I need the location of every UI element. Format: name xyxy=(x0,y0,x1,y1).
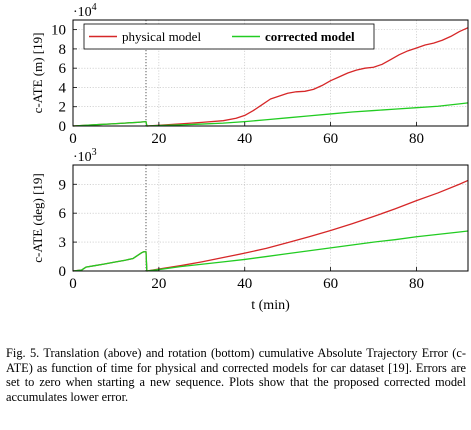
x-tick-label: 80 xyxy=(409,276,424,292)
legend-label-corrected: corrected model xyxy=(265,29,355,44)
y-tick-label: 3 xyxy=(59,235,67,251)
x-tick-label: 60 xyxy=(323,276,338,292)
y-tick-label: 4 xyxy=(59,80,67,96)
series-bottom xyxy=(72,179,469,272)
y-tick-label: 6 xyxy=(59,206,67,222)
x-tick-label: 40 xyxy=(237,131,252,147)
scale-base-bottom: ·10 xyxy=(73,150,92,165)
scale-base-top: ·10 xyxy=(73,5,92,20)
figure-caption: Fig. 5. Translation (above) and rotation… xyxy=(6,346,466,404)
series-line-physical xyxy=(72,179,469,272)
x-tick-label: 80 xyxy=(409,131,424,147)
y-tick-label: 2 xyxy=(59,100,67,116)
plot-frame-top xyxy=(72,19,469,127)
scale-exponent-bottom: 3 xyxy=(92,147,97,158)
legend-box xyxy=(83,23,375,50)
series-top xyxy=(72,27,469,127)
legend-label-physical: physical model xyxy=(122,29,201,44)
scale-factor-bottom: ·103 xyxy=(73,147,97,165)
y-tick-label: 8 xyxy=(59,42,67,58)
ticks-bottom: 0 20 40 60 80 0 3 6 9 xyxy=(59,177,424,292)
y-axis-label-top: c-ATE (m) [19] xyxy=(30,33,45,114)
x-axis-label: t (min) xyxy=(251,298,290,313)
y-tick-label: 9 xyxy=(59,177,67,193)
grid-bottom xyxy=(73,165,468,271)
x-tick-label: 0 xyxy=(69,131,77,147)
y-tick-label: 6 xyxy=(59,61,67,77)
y-tick-label: 0 xyxy=(59,264,67,280)
series-line-corrected xyxy=(72,102,469,127)
plot-frame-bottom xyxy=(72,164,469,272)
scale-factor-top: ·104 xyxy=(73,2,97,20)
x-tick-label: 20 xyxy=(151,276,166,292)
series-line-corrected xyxy=(72,230,469,272)
x-tick-label: 20 xyxy=(151,131,166,147)
scale-exponent-top: 4 xyxy=(92,2,97,13)
legend: physical model corrected model xyxy=(83,23,375,50)
x-tick-label: 0 xyxy=(69,276,77,292)
x-tick-label: 60 xyxy=(323,131,338,147)
y-tick-label: 0 xyxy=(59,119,67,135)
y-axis-label-bottom: c-ATE (deg) [19] xyxy=(30,173,45,263)
x-tick-label: 40 xyxy=(237,276,252,292)
y-tick-label: 10 xyxy=(51,23,66,39)
